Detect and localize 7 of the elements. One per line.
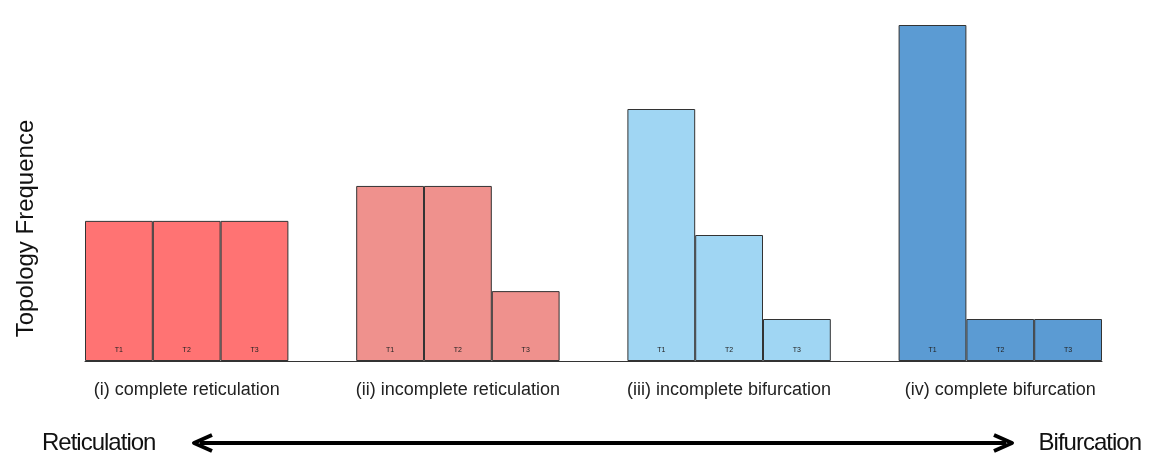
- y-axis-title: Topology Frequence: [10, 119, 38, 338]
- text: Bifurcation: [1038, 428, 1141, 456]
- text: Reticulation: [42, 428, 156, 456]
- text: (ii) incomplete reticulation: [355, 379, 560, 400]
- text: (iii) incomplete bifurcation: [627, 379, 832, 400]
- text: (i) complete reticulation: [93, 379, 280, 400]
- text: (iv) complete bifurcation: [904, 379, 1096, 400]
